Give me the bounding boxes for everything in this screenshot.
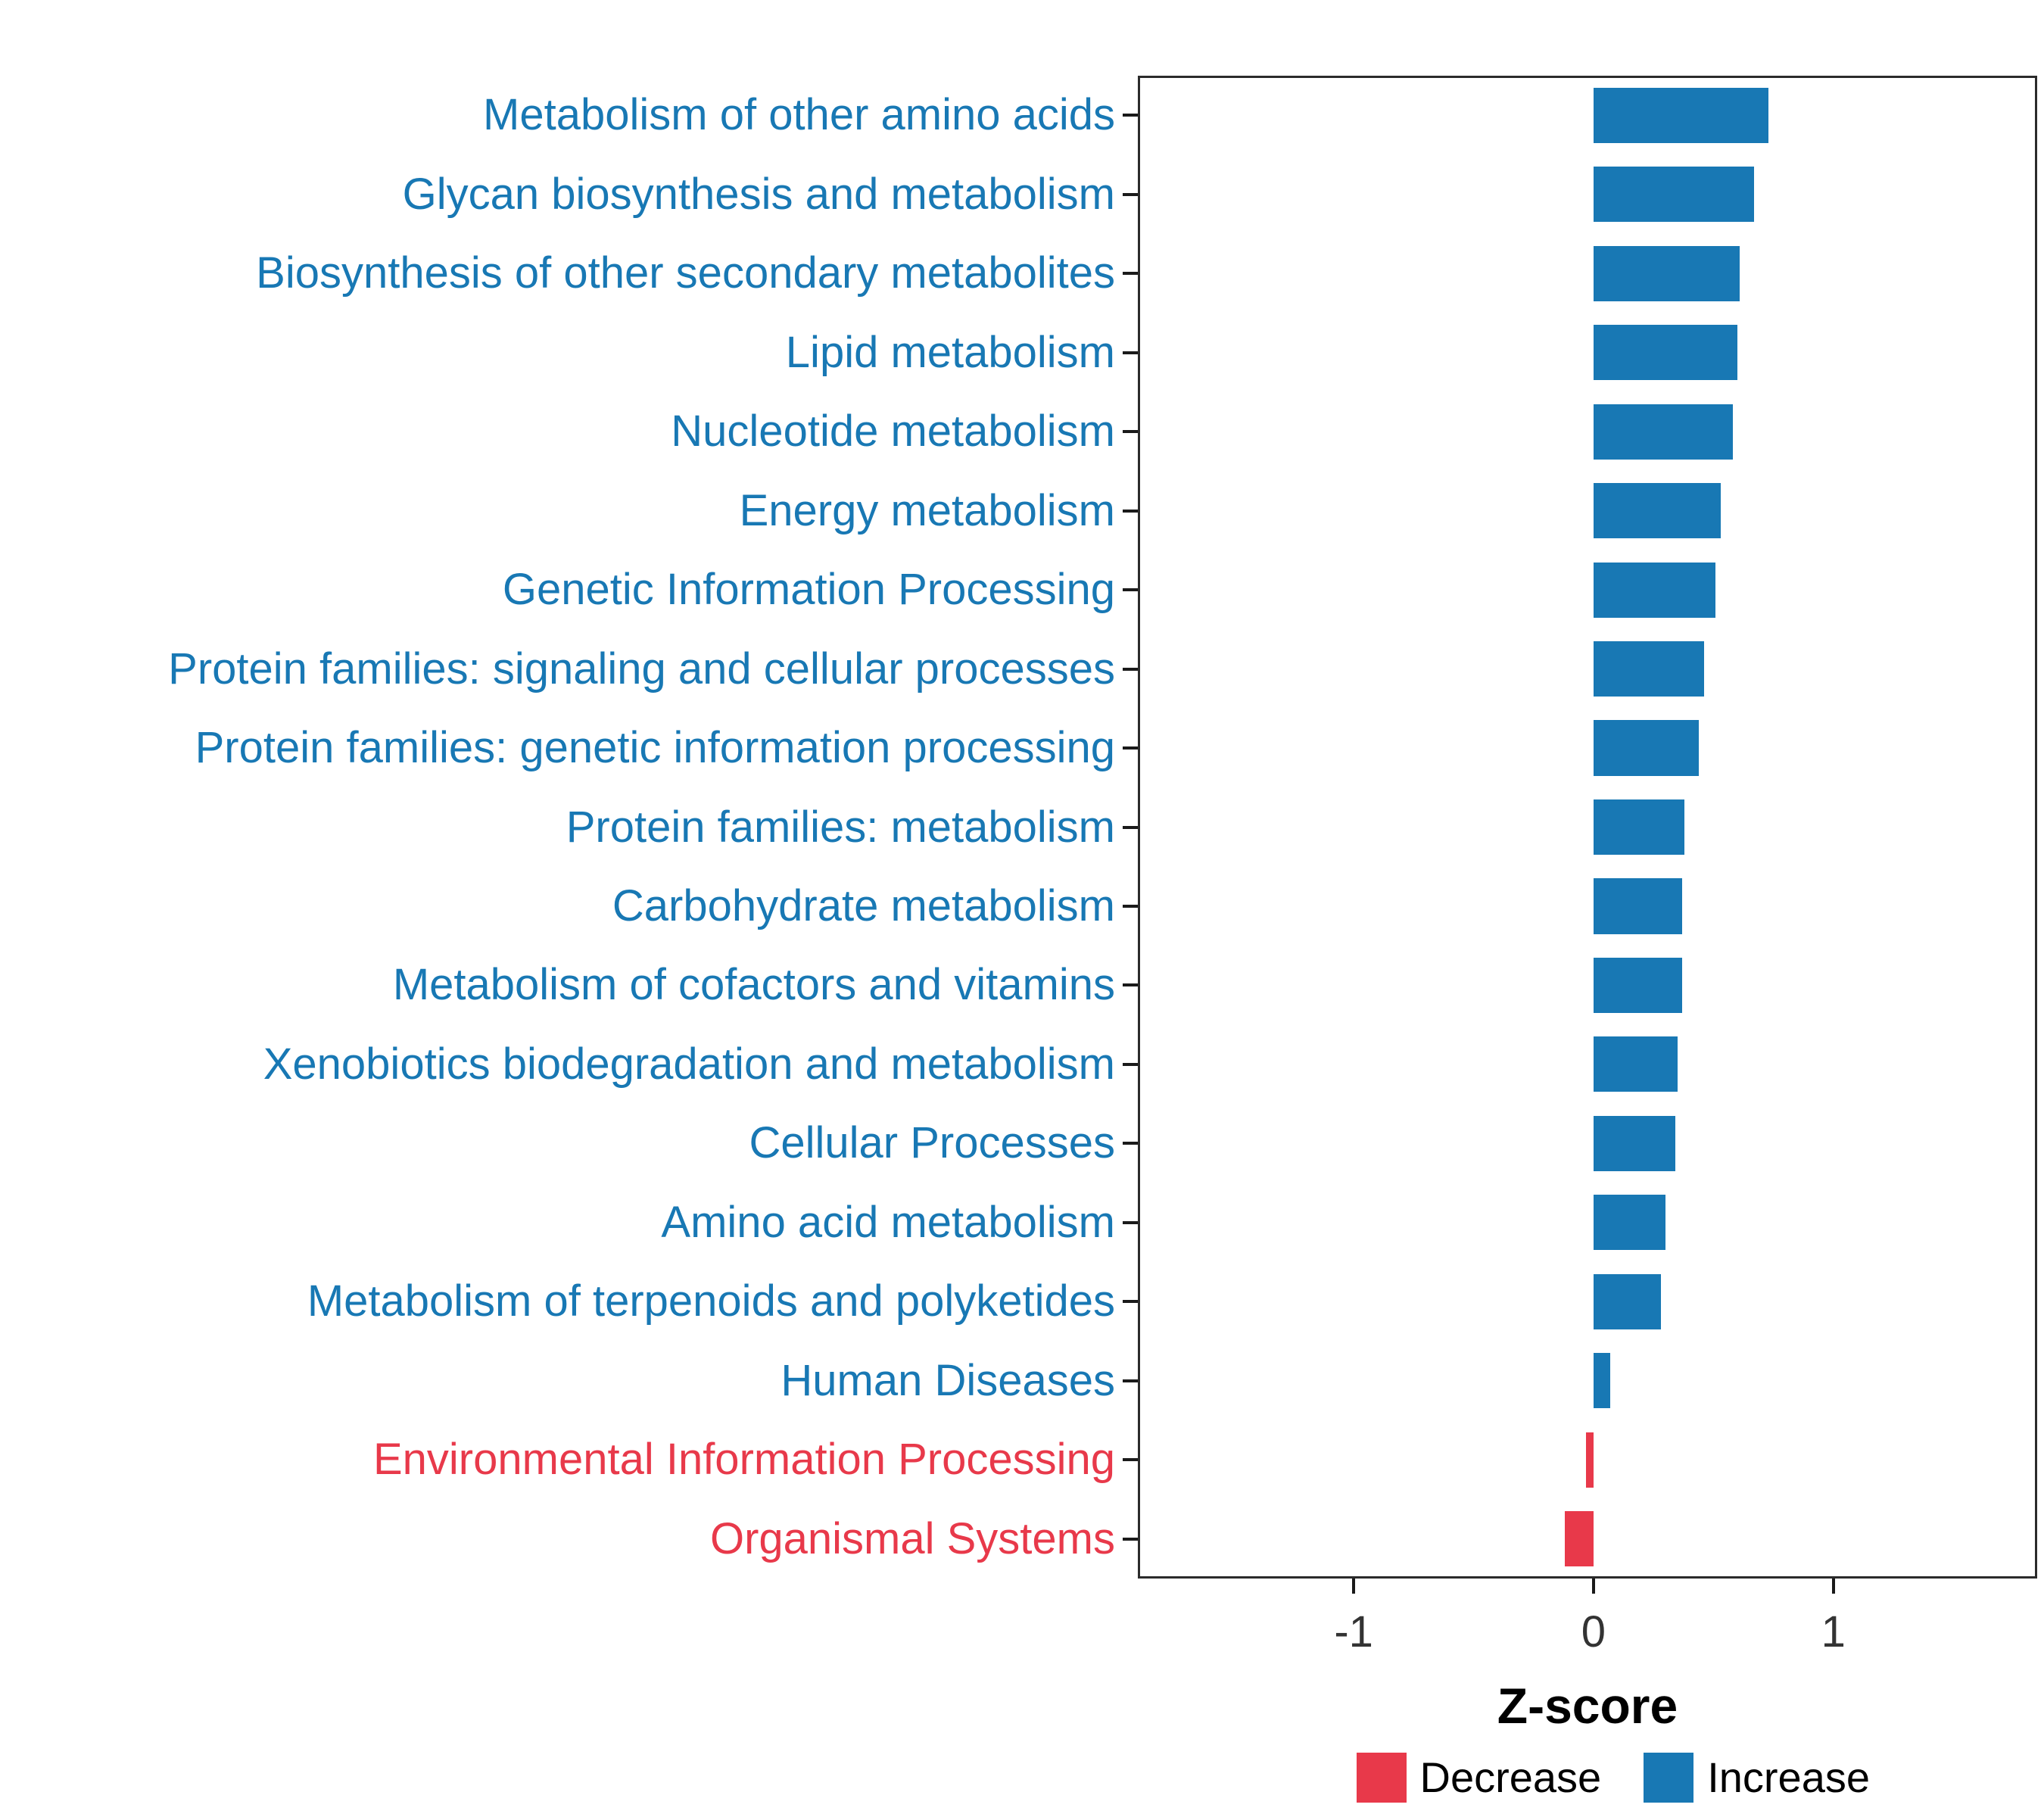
y-tick [1123,351,1138,354]
category-label: Biosynthesis of other secondary metaboli… [256,248,1115,298]
category-label: Protein families: genetic information pr… [195,723,1115,773]
category-label: Organismal Systems [709,1513,1115,1563]
y-tick [1123,272,1138,276]
legend-label-decrease: Decrease [1419,1753,1602,1801]
x-tick [1352,1579,1356,1594]
y-tick [1123,1220,1138,1224]
bar [1593,87,1769,143]
bar [1593,404,1733,460]
bar [1586,1432,1594,1488]
plot-panel [1138,76,2037,1579]
x-tick-label: 0 [1581,1607,1606,1656]
y-tick [1123,825,1138,829]
category-label: Environmental Information Processing [372,1435,1115,1485]
category-label: Glycan biosynthesis and metabolism [402,169,1115,219]
y-tick [1123,1300,1138,1304]
y-tick [1123,114,1138,117]
bar [1593,483,1721,539]
bar [1593,167,1755,223]
category-label: Xenobiotics biodegradation and metabolis… [263,1039,1115,1089]
legend: Decrease Increase [1356,1753,1870,1803]
y-tick [1123,1458,1138,1462]
bar [1564,1511,1594,1567]
legend-swatch-decrease [1356,1753,1407,1803]
x-tick-label: 1 [1821,1607,1846,1656]
y-tick [1123,667,1138,671]
bar [1593,1115,1675,1171]
y-tick [1123,1537,1138,1541]
category-label: Amino acid metabolism [661,1197,1115,1247]
category-label: Energy metabolism [739,485,1115,535]
legend-entry-increase: Increase [1644,1753,1870,1803]
category-label: Metabolism of terpenoids and polyketides [307,1276,1115,1326]
y-tick [1123,509,1138,513]
bar [1593,1273,1661,1329]
category-label: Human Diseases [781,1355,1115,1405]
bar [1593,325,1737,381]
bar [1593,957,1683,1013]
y-tick [1123,1142,1138,1145]
legend-label-increase: Increase [1707,1753,1870,1801]
y-tick [1123,430,1138,434]
category-label: Carbohydrate metabolism [612,880,1115,930]
bar [1593,1353,1611,1409]
x-tick [1831,1579,1835,1594]
y-tick [1123,192,1138,196]
category-label: Nucleotide metabolism [671,407,1115,457]
bar [1593,720,1700,776]
bar [1593,245,1740,301]
legend-entry-decrease: Decrease [1356,1753,1602,1803]
bar [1593,799,1685,856]
x-axis-title: Z-score [1497,1678,1678,1734]
bar [1593,1195,1665,1251]
bar [1593,878,1683,934]
y-tick [1123,1379,1138,1382]
category-label: Metabolism of cofactors and vitamins [392,960,1115,1010]
y-tick [1123,746,1138,750]
legend-swatch-increase [1644,1753,1694,1803]
bar [1593,562,1716,618]
category-label: Lipid metabolism [785,327,1115,377]
category-label: Protein families: metabolism [566,802,1115,852]
y-tick [1123,588,1138,592]
category-label: Cellular Processes [749,1118,1115,1168]
category-label: Metabolism of other amino acids [483,90,1115,140]
category-label: Protein families: signaling and cellular… [168,644,1115,693]
x-tick [1591,1579,1595,1594]
y-tick [1123,1062,1138,1066]
x-tick-label: -1 [1334,1607,1373,1656]
bar [1593,640,1704,697]
category-label: Genetic Information Processing [502,565,1115,615]
bar [1593,1036,1678,1092]
y-tick [1123,983,1138,987]
y-tick [1123,904,1138,908]
